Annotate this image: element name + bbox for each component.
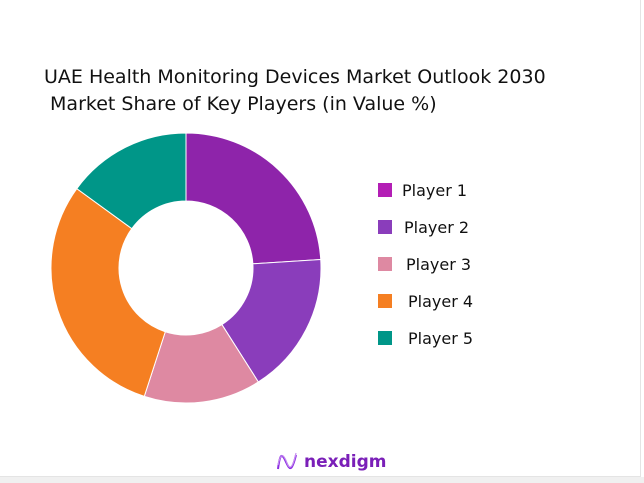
legend-label: Player 3 bbox=[406, 254, 472, 274]
legend-swatch bbox=[378, 294, 392, 308]
nexdigm-logo: nexdigm bbox=[276, 451, 386, 473]
legend-swatch bbox=[378, 220, 392, 234]
logo-text: nexdigm bbox=[304, 452, 387, 472]
legend-item-5: Player 5 bbox=[378, 328, 473, 348]
legend-label: Player 2 bbox=[404, 217, 470, 237]
legend-item-2: Player 2 bbox=[378, 217, 469, 237]
legend-swatch bbox=[378, 257, 392, 271]
chart-title-line1: UAE Health Monitoring Devices Market Out… bbox=[44, 66, 546, 88]
legend-item-3: Player 3 bbox=[378, 254, 471, 274]
footer-band bbox=[0, 477, 644, 483]
donut-slice-5 bbox=[76, 132, 187, 230]
chart-title: UAE Health Monitoring Devices Market Out… bbox=[44, 64, 546, 118]
donut-slice-1 bbox=[185, 132, 322, 265]
legend-label: Player 1 bbox=[402, 180, 468, 200]
donut-slice-4 bbox=[50, 187, 166, 398]
legend-item-1: Player 1 bbox=[378, 180, 467, 200]
legend-item-4: Player 4 bbox=[378, 291, 473, 311]
legend-swatch bbox=[378, 183, 392, 197]
legend-label: Player 5 bbox=[408, 328, 474, 348]
nexdigm-logo-icon bbox=[277, 452, 297, 470]
legend-label: Player 4 bbox=[408, 291, 474, 311]
chart-title-line2: Market Share of Key Players (in Value %) bbox=[44, 93, 437, 115]
legend-swatch bbox=[378, 331, 392, 345]
